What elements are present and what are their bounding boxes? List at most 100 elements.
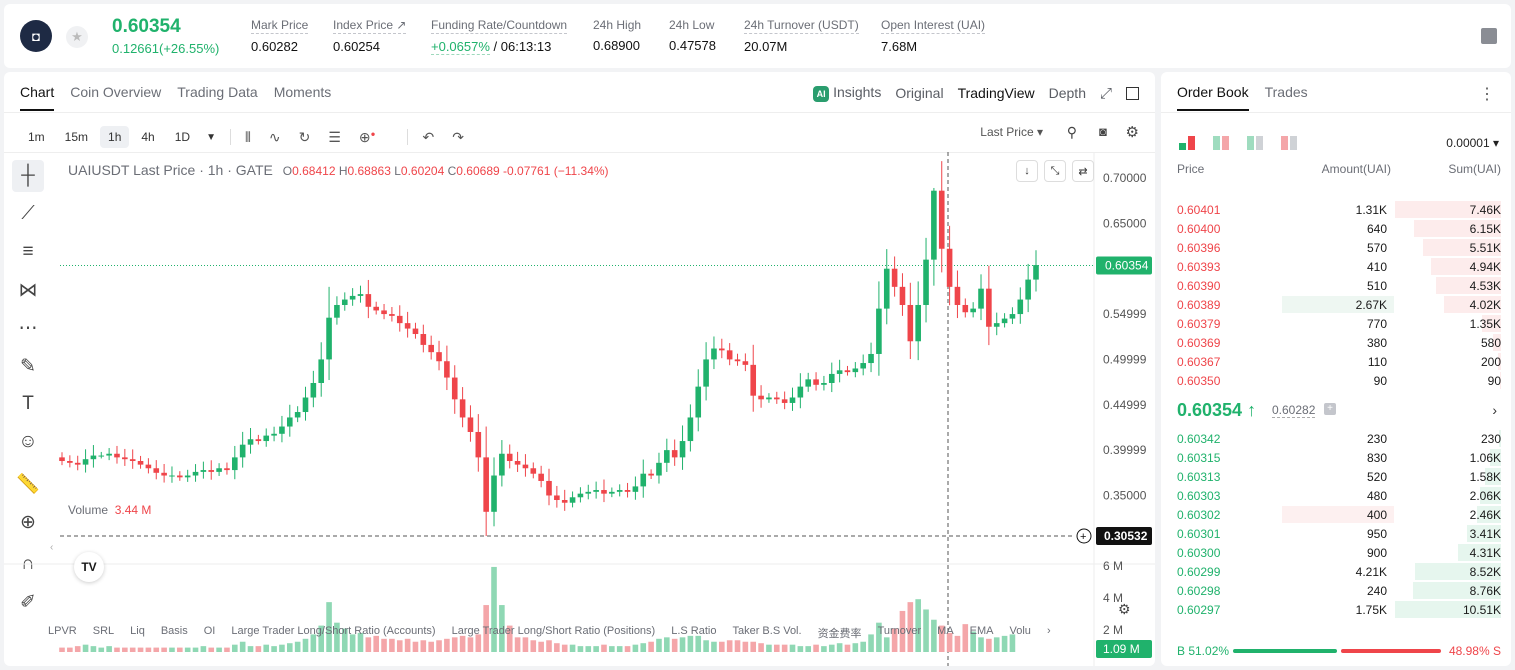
bid-row[interactable]: 0.60315 830 1.06K bbox=[1161, 448, 1511, 467]
bid-row[interactable]: 0.60302 400 2.46K bbox=[1161, 505, 1511, 524]
bid-row[interactable]: 0.60297 1.75K 10.51K bbox=[1161, 600, 1511, 619]
templates-icon[interactable]: ☰ bbox=[328, 128, 341, 145]
interval-4h[interactable]: 4h bbox=[141, 130, 155, 144]
favorite-star-icon[interactable]: ★ bbox=[66, 26, 88, 48]
ask-row[interactable]: 0.60390 510 4.53K bbox=[1161, 276, 1511, 295]
bid-row[interactable]: 0.60342 230 230 bbox=[1161, 429, 1511, 448]
window-icon[interactable] bbox=[1126, 86, 1139, 100]
indicator-srl[interactable]: SRL bbox=[92, 625, 115, 637]
interval-15m[interactable]: 15m bbox=[64, 130, 89, 144]
zoom-icon[interactable]: ⊕ bbox=[20, 511, 36, 533]
bid-row[interactable]: 0.60313 520 1.58K bbox=[1161, 467, 1511, 486]
view-asks-icon[interactable] bbox=[1281, 136, 1297, 150]
more-icon[interactable]: ⋮ bbox=[1479, 86, 1495, 103]
tab-tradingview[interactable]: TradingView bbox=[957, 85, 1035, 101]
indicator-ema[interactable]: EMA bbox=[969, 625, 994, 637]
tab-insights[interactable]: AI Insights bbox=[813, 84, 881, 102]
view-both-icon[interactable] bbox=[1179, 136, 1195, 150]
emoji-icon[interactable]: ☺ bbox=[18, 431, 38, 452]
orderbook-panel: Order Book Trades ⋮ 0.00001 ▾ Price Amou… bbox=[1161, 72, 1511, 666]
indicators-icon[interactable]: ∿ bbox=[268, 128, 281, 145]
tab-original[interactable]: Original bbox=[895, 85, 944, 101]
stat-label[interactable]: Open Interest (UAI) bbox=[881, 18, 986, 34]
tab-trading-data[interactable]: Trading Data bbox=[177, 84, 258, 100]
crosshair-icon[interactable]: ┼ bbox=[12, 160, 44, 192]
arrow-down-icon[interactable]: ↓ bbox=[1016, 160, 1038, 182]
ask-row[interactable]: 0.60393 410 4.94K bbox=[1161, 257, 1511, 276]
brush-icon[interactable]: ✎ bbox=[20, 355, 36, 377]
ask-row[interactable]: 0.60369 380 580 bbox=[1161, 333, 1511, 352]
indicator-ls-ratio[interactable]: L.S Ratio bbox=[671, 625, 717, 637]
ask-row[interactable]: 0.60379 770 1.35K bbox=[1161, 314, 1511, 333]
stat-label[interactable]: Index Price ↗ bbox=[333, 18, 407, 34]
tab-moments[interactable]: Moments bbox=[273, 84, 332, 100]
indicator-basis[interactable]: Basis bbox=[160, 625, 188, 637]
add-indicator-icon[interactable]: ⊕● bbox=[358, 128, 376, 145]
pencil-icon[interactable]: ✐ bbox=[20, 591, 36, 613]
swap-icon[interactable]: ⇄ bbox=[1072, 160, 1094, 182]
view-bids-icon[interactable] bbox=[1247, 136, 1263, 150]
bid-row[interactable]: 0.60300 900 4.31K bbox=[1161, 543, 1511, 562]
indicator-funding[interactable]: 资金费率 bbox=[817, 628, 862, 640]
time-settings-icon[interactable]: ⚙ bbox=[1118, 601, 1131, 617]
shield-icon[interactable]: + bbox=[1324, 403, 1336, 415]
candle-type-icon[interactable]: ⫴ bbox=[244, 128, 251, 145]
tradingview-logo[interactable]: TV bbox=[74, 552, 104, 582]
indicator-ls-positions[interactable]: Large Trader Long/Short Ratio (Positions… bbox=[451, 625, 656, 637]
chevron-right-icon[interactable]: › bbox=[1492, 402, 1497, 418]
ask-row[interactable]: 0.60400 640 6.15K bbox=[1161, 219, 1511, 238]
volume-bar bbox=[758, 643, 764, 652]
gear-icon[interactable]: ⚙ bbox=[1125, 124, 1139, 141]
ask-row[interactable]: 0.60367 110 200 bbox=[1161, 352, 1511, 371]
indicator-volume[interactable]: Volu bbox=[1009, 625, 1031, 637]
view-both-alt-icon[interactable] bbox=[1213, 136, 1229, 150]
tab-chart[interactable]: Chart bbox=[20, 84, 55, 111]
horizontal-lines-icon[interactable]: ≡ bbox=[22, 241, 34, 262]
camera-icon[interactable]: ◙ bbox=[1099, 124, 1107, 139]
bid-row[interactable]: 0.60303 480 2.06K bbox=[1161, 486, 1511, 505]
funding-rate-value[interactable]: +0.0657% bbox=[431, 39, 490, 55]
text-icon[interactable]: T bbox=[22, 393, 34, 414]
interval-1h[interactable]: 1h bbox=[100, 126, 130, 148]
indicator-oi[interactable]: OI bbox=[203, 625, 216, 637]
pattern-icon[interactable]: ⋈ bbox=[18, 279, 38, 301]
indicator-ls-accounts[interactable]: Large Trader Long/Short Ratio (Accounts) bbox=[231, 625, 436, 637]
stat-label[interactable]: Mark Price bbox=[251, 18, 309, 34]
chevron-right-icon[interactable]: › bbox=[1046, 625, 1051, 637]
expand-icon[interactable]: ⤢ bbox=[1099, 84, 1112, 102]
trend-line-icon[interactable]: ⟋ bbox=[21, 203, 35, 224]
book-icon[interactable] bbox=[1481, 28, 1497, 44]
tab-trades[interactable]: Trades bbox=[1264, 84, 1308, 100]
bid-row[interactable]: 0.60298 240 8.76K bbox=[1161, 581, 1511, 600]
search-icon[interactable]: ⚲ bbox=[1066, 124, 1077, 140]
refresh-icon[interactable]: ↻ bbox=[298, 128, 311, 145]
ask-row[interactable]: 0.60401 1.31K 7.46K bbox=[1161, 200, 1511, 219]
precision-select[interactable]: 0.00001 ▾ bbox=[1446, 136, 1499, 150]
indicator-taker-vol[interactable]: Taker B.S Vol. bbox=[732, 625, 802, 637]
bid-row[interactable]: 0.60301 950 3.41K bbox=[1161, 524, 1511, 543]
stat-label[interactable]: Funding Rate/Countdown bbox=[431, 18, 568, 34]
interval-1m[interactable]: 1m bbox=[28, 130, 45, 144]
tab-depth[interactable]: Depth bbox=[1048, 85, 1086, 101]
interval-dropdown-icon[interactable]: ▼ bbox=[206, 131, 216, 143]
tab-coin-overview[interactable]: Coin Overview bbox=[70, 84, 162, 100]
undo-icon[interactable]: ↶ bbox=[422, 128, 435, 145]
ask-row[interactable]: 0.60396 570 5.51K bbox=[1161, 238, 1511, 257]
collapse-icon[interactable]: ⤡ bbox=[1044, 160, 1066, 182]
indicator-lpvr[interactable]: LPVR bbox=[48, 625, 77, 637]
stat-label[interactable]: 24h Turnover (USDT) bbox=[744, 18, 859, 34]
indicator-ma[interactable]: MA bbox=[937, 625, 954, 637]
price-type-select[interactable]: Last Price ▾ bbox=[980, 125, 1043, 139]
interval-1d[interactable]: 1D bbox=[174, 130, 191, 144]
indicator-liq[interactable]: Liq bbox=[130, 625, 145, 637]
ask-row[interactable]: 0.60350 90 90 bbox=[1161, 371, 1511, 390]
ask-row[interactable]: 0.60389 2.67K 4.02K bbox=[1161, 295, 1511, 314]
candlestick-chart[interactable]: 0.700000.650000.600000.549990.499990.449… bbox=[4, 152, 1155, 666]
bid-row[interactable]: 0.60299 4.21K 8.52K bbox=[1161, 562, 1511, 581]
collapse-toolbar-icon[interactable]: ‹ bbox=[50, 542, 54, 553]
fib-icon[interactable]: ⋯ bbox=[18, 317, 38, 339]
ruler-icon[interactable]: 📏 bbox=[16, 474, 40, 495]
indicator-turnover[interactable]: Turnover bbox=[877, 625, 922, 637]
tab-order-book[interactable]: Order Book bbox=[1177, 84, 1249, 111]
redo-icon[interactable]: ↷ bbox=[452, 128, 464, 145]
